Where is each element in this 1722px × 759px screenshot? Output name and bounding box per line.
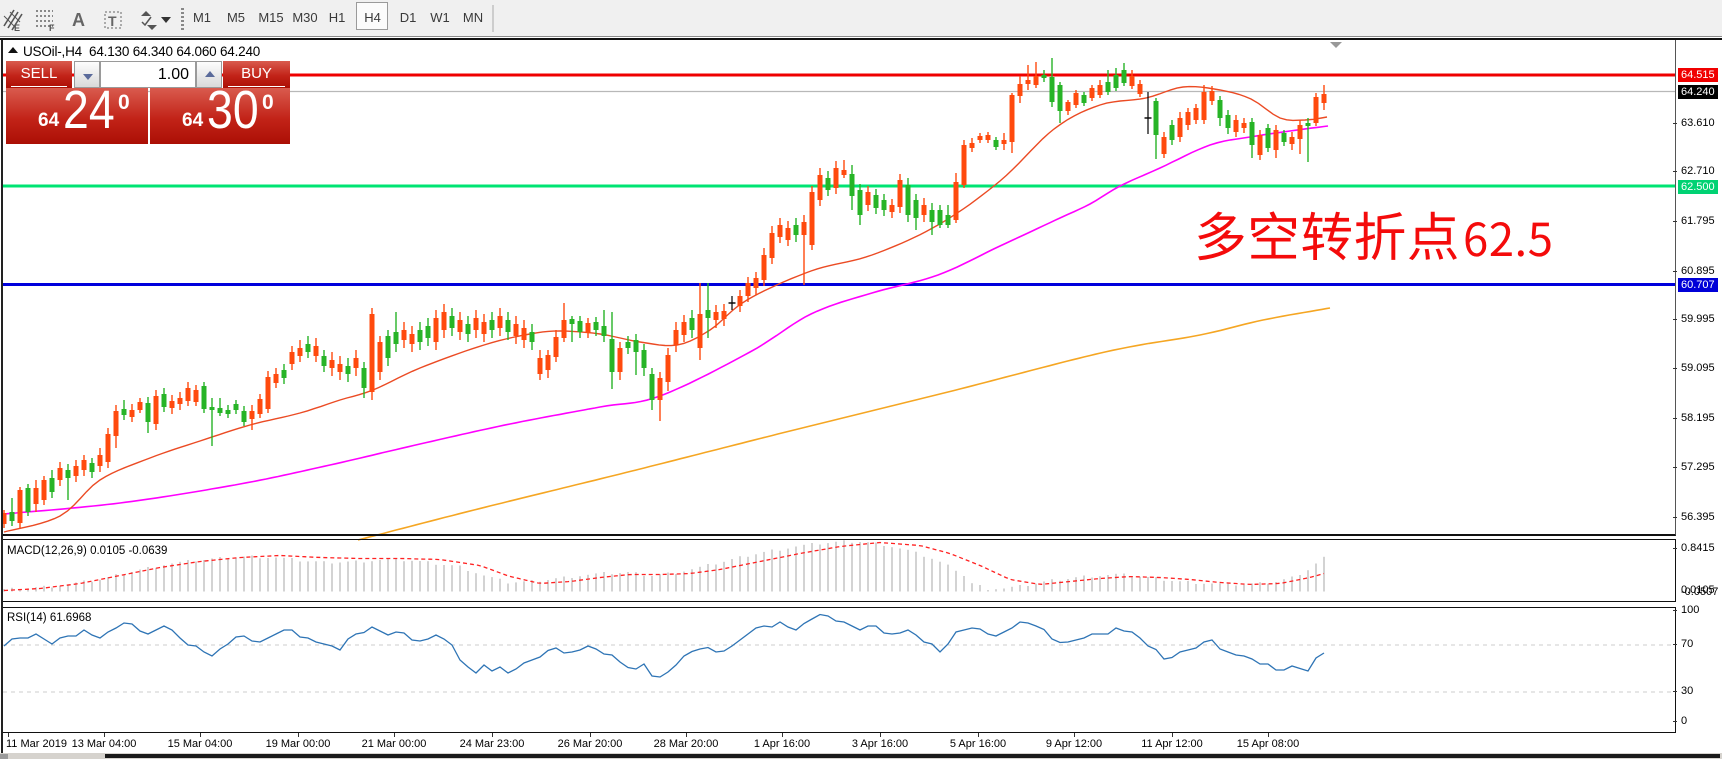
svg-text:E: E — [14, 23, 20, 33]
svg-text:A: A — [72, 10, 85, 30]
svg-text:F: F — [49, 23, 55, 33]
svg-text:T: T — [108, 13, 117, 29]
